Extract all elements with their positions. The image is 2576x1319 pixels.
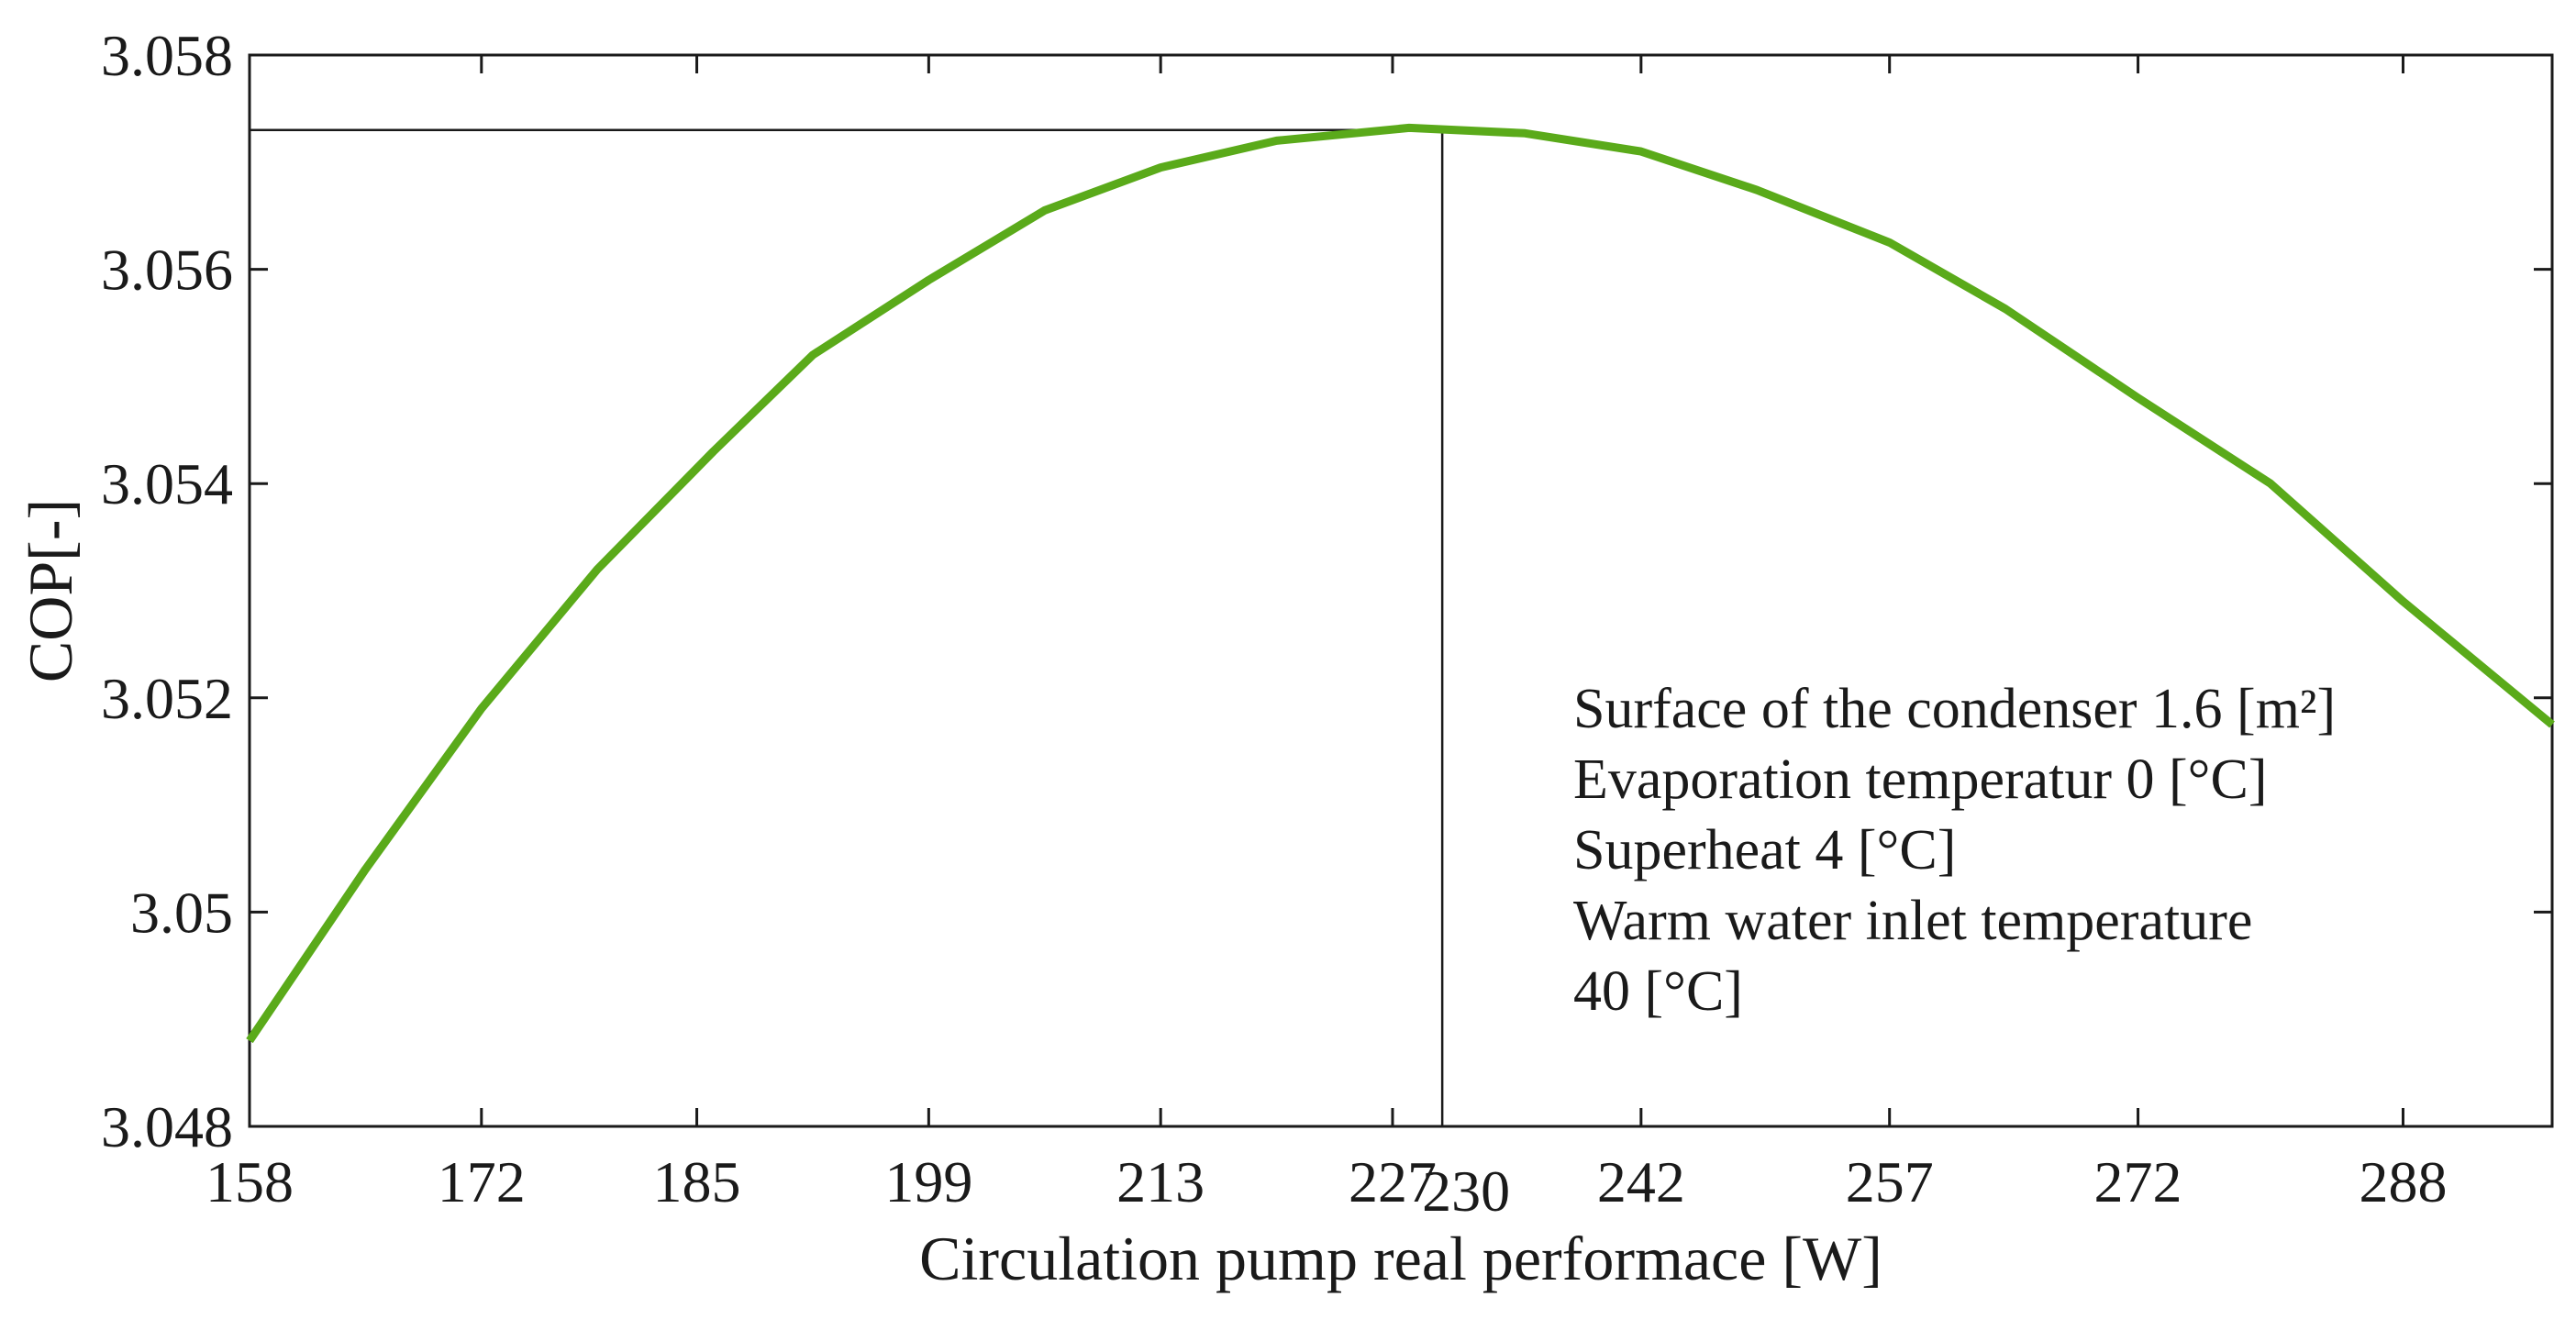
plot-frame	[250, 55, 2552, 1126]
annotation-box: Surface of the condenser 1.6 [m²] Evapor…	[1573, 678, 2336, 1023]
x-tick-label: 185	[653, 1149, 741, 1214]
x-tick-label: 199	[884, 1149, 972, 1214]
x-axis-title: Circulation pump real performace [W]	[919, 1224, 1882, 1293]
optimum-guides	[250, 130, 1475, 1126]
y-tick-label: 3.052	[101, 666, 233, 731]
annotation-line-4: Warm water inlet temperature	[1573, 890, 2252, 952]
x-tick-label: 172	[438, 1149, 526, 1214]
y-tick-label: 3.048	[101, 1094, 233, 1159]
y-axis-title: COP[-]	[16, 499, 85, 682]
annotation-line-2: Evaporation temperatur 0 [°C]	[1573, 748, 2267, 811]
x-tick-label: 272	[2094, 1149, 2182, 1214]
annotation-line-3: Superheat 4 [°C]	[1573, 819, 1956, 881]
x-tick-label: 213	[1116, 1149, 1205, 1214]
x-tick-label: 288	[2359, 1149, 2447, 1214]
tick-marks	[250, 55, 2552, 1126]
y-tick-label: 3.058	[101, 23, 233, 88]
x-tick-label: 242	[1597, 1149, 1685, 1214]
y-tick-label: 3.05	[130, 880, 233, 945]
annotation-line-5: 40 [°C]	[1573, 960, 1743, 1023]
annotation-line-1: Surface of the condenser 1.6 [m²]	[1573, 678, 2336, 740]
y-tick-label: 3.056	[101, 238, 233, 303]
x-tick-label: 257	[1846, 1149, 1934, 1214]
y-tick-label: 3.054	[101, 451, 233, 516]
optimum-x-label: 230	[1422, 1158, 1510, 1224]
